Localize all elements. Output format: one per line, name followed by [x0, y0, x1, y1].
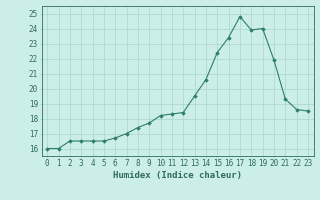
X-axis label: Humidex (Indice chaleur): Humidex (Indice chaleur): [113, 171, 242, 180]
